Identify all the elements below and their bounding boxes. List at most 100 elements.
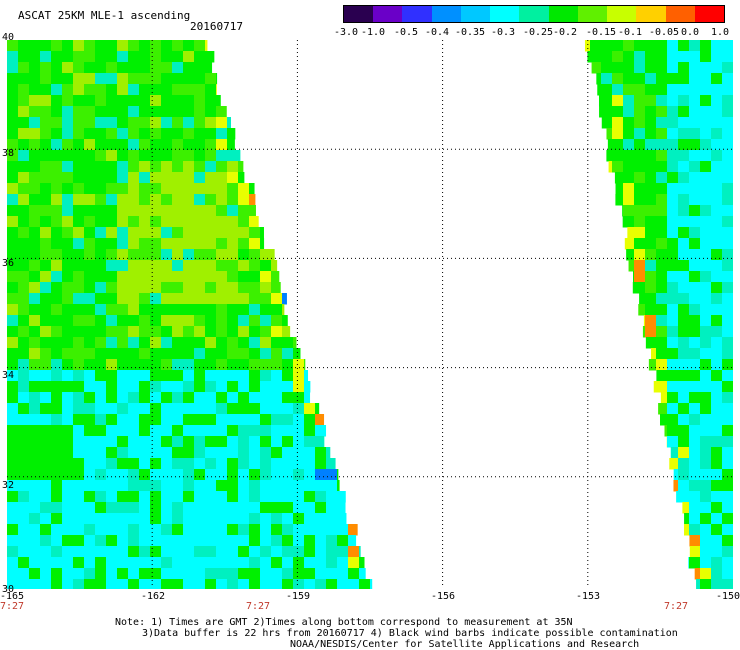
wind-cell xyxy=(7,458,19,470)
wind-cell xyxy=(106,337,118,349)
wind-cell xyxy=(194,249,206,261)
wind-cell xyxy=(51,491,63,503)
wind-cell xyxy=(29,73,41,85)
wind-cell xyxy=(128,348,140,360)
wind-cell xyxy=(293,458,305,470)
wind-cell xyxy=(84,436,96,448)
wind-cell xyxy=(678,150,690,162)
wind-cell xyxy=(722,139,733,151)
wind-cell xyxy=(161,73,173,85)
wind-cell xyxy=(249,392,261,404)
wind-cell xyxy=(722,40,733,52)
wind-cell xyxy=(150,172,162,184)
wind-cell xyxy=(700,425,712,437)
wind-cell xyxy=(161,205,173,217)
wind-cell xyxy=(40,84,52,96)
wind-cell xyxy=(260,535,272,547)
wind-cell xyxy=(106,326,118,338)
wind-cell xyxy=(722,73,733,85)
wind-cell xyxy=(678,403,690,415)
wind-cell xyxy=(161,227,173,239)
wind-cell xyxy=(73,117,85,129)
wind-cell xyxy=(51,359,63,371)
wind-cell xyxy=(238,535,250,547)
wind-cell xyxy=(205,194,217,206)
wind-cell xyxy=(172,425,184,437)
wind-cell xyxy=(51,524,63,536)
wind-cell xyxy=(128,205,140,217)
wind-cell xyxy=(62,535,74,547)
wind-cell xyxy=(7,282,19,294)
wind-cell xyxy=(84,535,96,547)
wind-cell xyxy=(84,491,96,503)
wind-cell xyxy=(678,183,690,195)
wind-cell xyxy=(18,51,30,63)
wind-cell xyxy=(205,535,217,547)
wind-cell xyxy=(183,106,195,118)
wind-cell xyxy=(216,502,228,514)
wind-cell xyxy=(106,392,118,404)
wind-cell xyxy=(7,161,19,173)
wind-cell xyxy=(667,293,679,305)
wind-cell xyxy=(161,249,173,261)
wind-cell xyxy=(40,106,52,118)
wind-cell xyxy=(29,568,41,580)
wind-cell xyxy=(194,436,206,448)
wind-cell xyxy=(62,150,74,162)
wind-cell xyxy=(117,40,129,52)
wind-cell xyxy=(40,348,52,360)
wind-cell xyxy=(73,359,85,371)
wind-cell xyxy=(51,579,63,589)
wind-cell xyxy=(183,403,195,415)
wind-cell xyxy=(106,524,118,536)
wind-cell xyxy=(117,183,129,195)
wind-cell xyxy=(128,513,140,525)
wind-cell xyxy=(282,524,294,536)
wind-cell xyxy=(667,304,679,316)
wind-cell xyxy=(95,502,107,514)
wind-cell xyxy=(73,370,85,382)
wind-cell xyxy=(711,502,723,514)
wind-cell xyxy=(260,557,272,569)
wind-cell xyxy=(282,491,294,503)
wind-cell xyxy=(293,425,305,437)
wind-cell xyxy=(249,546,261,558)
wind-cell xyxy=(700,524,712,536)
wind-cell xyxy=(700,73,712,85)
wind-cell xyxy=(260,513,272,525)
wind-cell xyxy=(172,469,184,481)
wind-cell xyxy=(282,359,294,371)
wind-cell xyxy=(700,238,712,250)
wind-cell xyxy=(238,238,250,250)
wind-cell xyxy=(40,491,52,503)
wind-cell xyxy=(293,403,305,415)
wind-cell xyxy=(271,513,283,525)
colorbar-label: -0.35 xyxy=(454,27,486,38)
wind-cell xyxy=(673,469,679,481)
wind-cell xyxy=(689,458,701,470)
colorbar-segment xyxy=(577,6,608,22)
wind-cell xyxy=(183,348,195,360)
wind-cell xyxy=(326,458,336,470)
wind-cell xyxy=(95,337,107,349)
wind-cell xyxy=(117,425,129,437)
wind-cell xyxy=(18,392,30,404)
wind-cell xyxy=(161,128,173,140)
wind-cell xyxy=(194,227,206,239)
wind-cell xyxy=(249,293,261,305)
wind-cell xyxy=(678,51,690,63)
wind-cell xyxy=(150,359,162,371)
wind-cell xyxy=(260,293,272,305)
wind-cell xyxy=(139,84,151,96)
wind-cell xyxy=(29,128,41,140)
wind-cell xyxy=(667,227,679,239)
wind-cell xyxy=(150,62,162,74)
wind-cell xyxy=(7,315,19,327)
wind-cell xyxy=(183,502,195,514)
wind-cell xyxy=(205,128,217,140)
wind-cell xyxy=(95,40,107,52)
wind-cell xyxy=(282,403,294,415)
wind-cell xyxy=(128,73,140,85)
wind-cell xyxy=(711,304,723,316)
wind-cell xyxy=(205,414,217,426)
